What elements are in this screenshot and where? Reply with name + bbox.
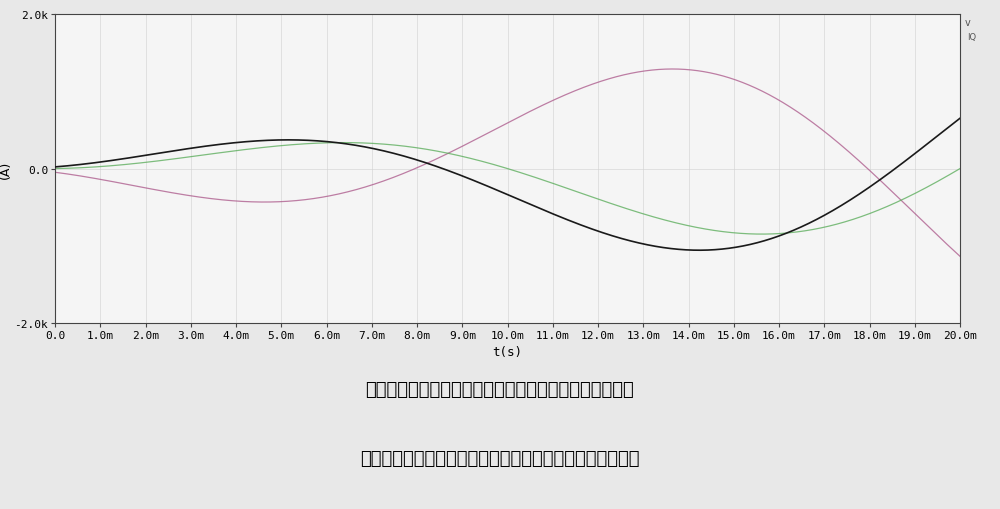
Text: 不加中线电感电流均流环情况下中线电感电流过流状态波形: 不加中线电感电流均流环情况下中线电感电流过流状态波形 — [360, 449, 640, 467]
Text: v: v — [965, 18, 971, 28]
X-axis label: t(s): t(s) — [493, 346, 522, 359]
Text: 两台三相四桥臂逆变器并联当第四桥臂开关时间不对称时: 两台三相四桥臂逆变器并联当第四桥臂开关时间不对称时 — [366, 380, 634, 399]
Y-axis label: (A): (A) — [0, 160, 12, 178]
Text: IQ: IQ — [967, 33, 977, 42]
